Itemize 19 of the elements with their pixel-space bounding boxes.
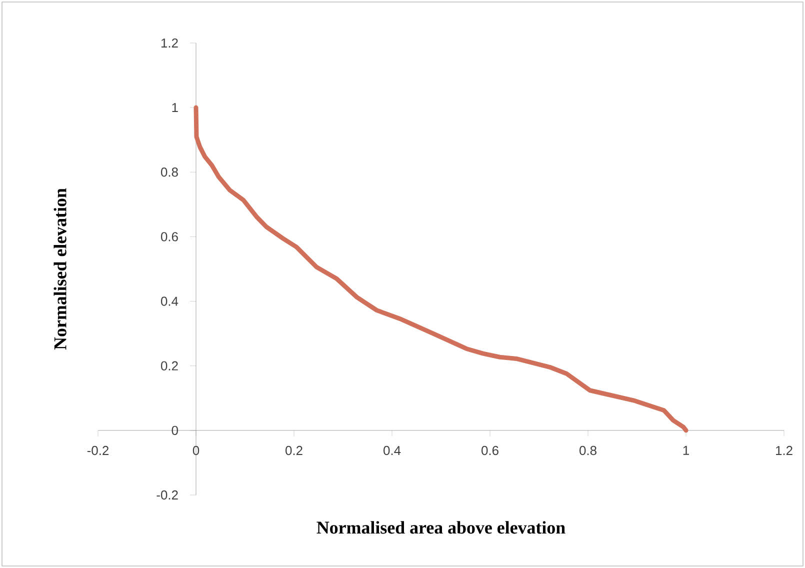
x-tick-label: 0.4 (384, 446, 401, 456)
y-axis-title: Normalised elevation (54, 188, 66, 350)
y-tick-label: -0.2 (156, 490, 178, 500)
x-tick-label: -0.2 (87, 446, 109, 456)
x-tick-label: 0.8 (580, 446, 596, 456)
x-axis-title: Normalised area above elevation (316, 521, 566, 534)
y-tick-label: 0.4 (160, 296, 178, 306)
y-tick-label: 1.2 (161, 38, 178, 48)
x-tick-label: 0 (192, 446, 200, 456)
x-tick-label: 1 (683, 446, 689, 455)
x-tick-label: 0.2 (286, 446, 302, 456)
y-tick-label: 0.8 (160, 168, 178, 177)
y-tick-label: 0.6 (160, 232, 178, 242)
x-tick-label: 1.2 (776, 446, 792, 455)
x-tick-label: 0.6 (482, 446, 498, 456)
y-tick-label: 1 (172, 103, 178, 112)
line-series (194, 105, 688, 433)
y-tick-label: 0 (172, 426, 178, 435)
y-tick-label: 0.2 (160, 361, 178, 370)
